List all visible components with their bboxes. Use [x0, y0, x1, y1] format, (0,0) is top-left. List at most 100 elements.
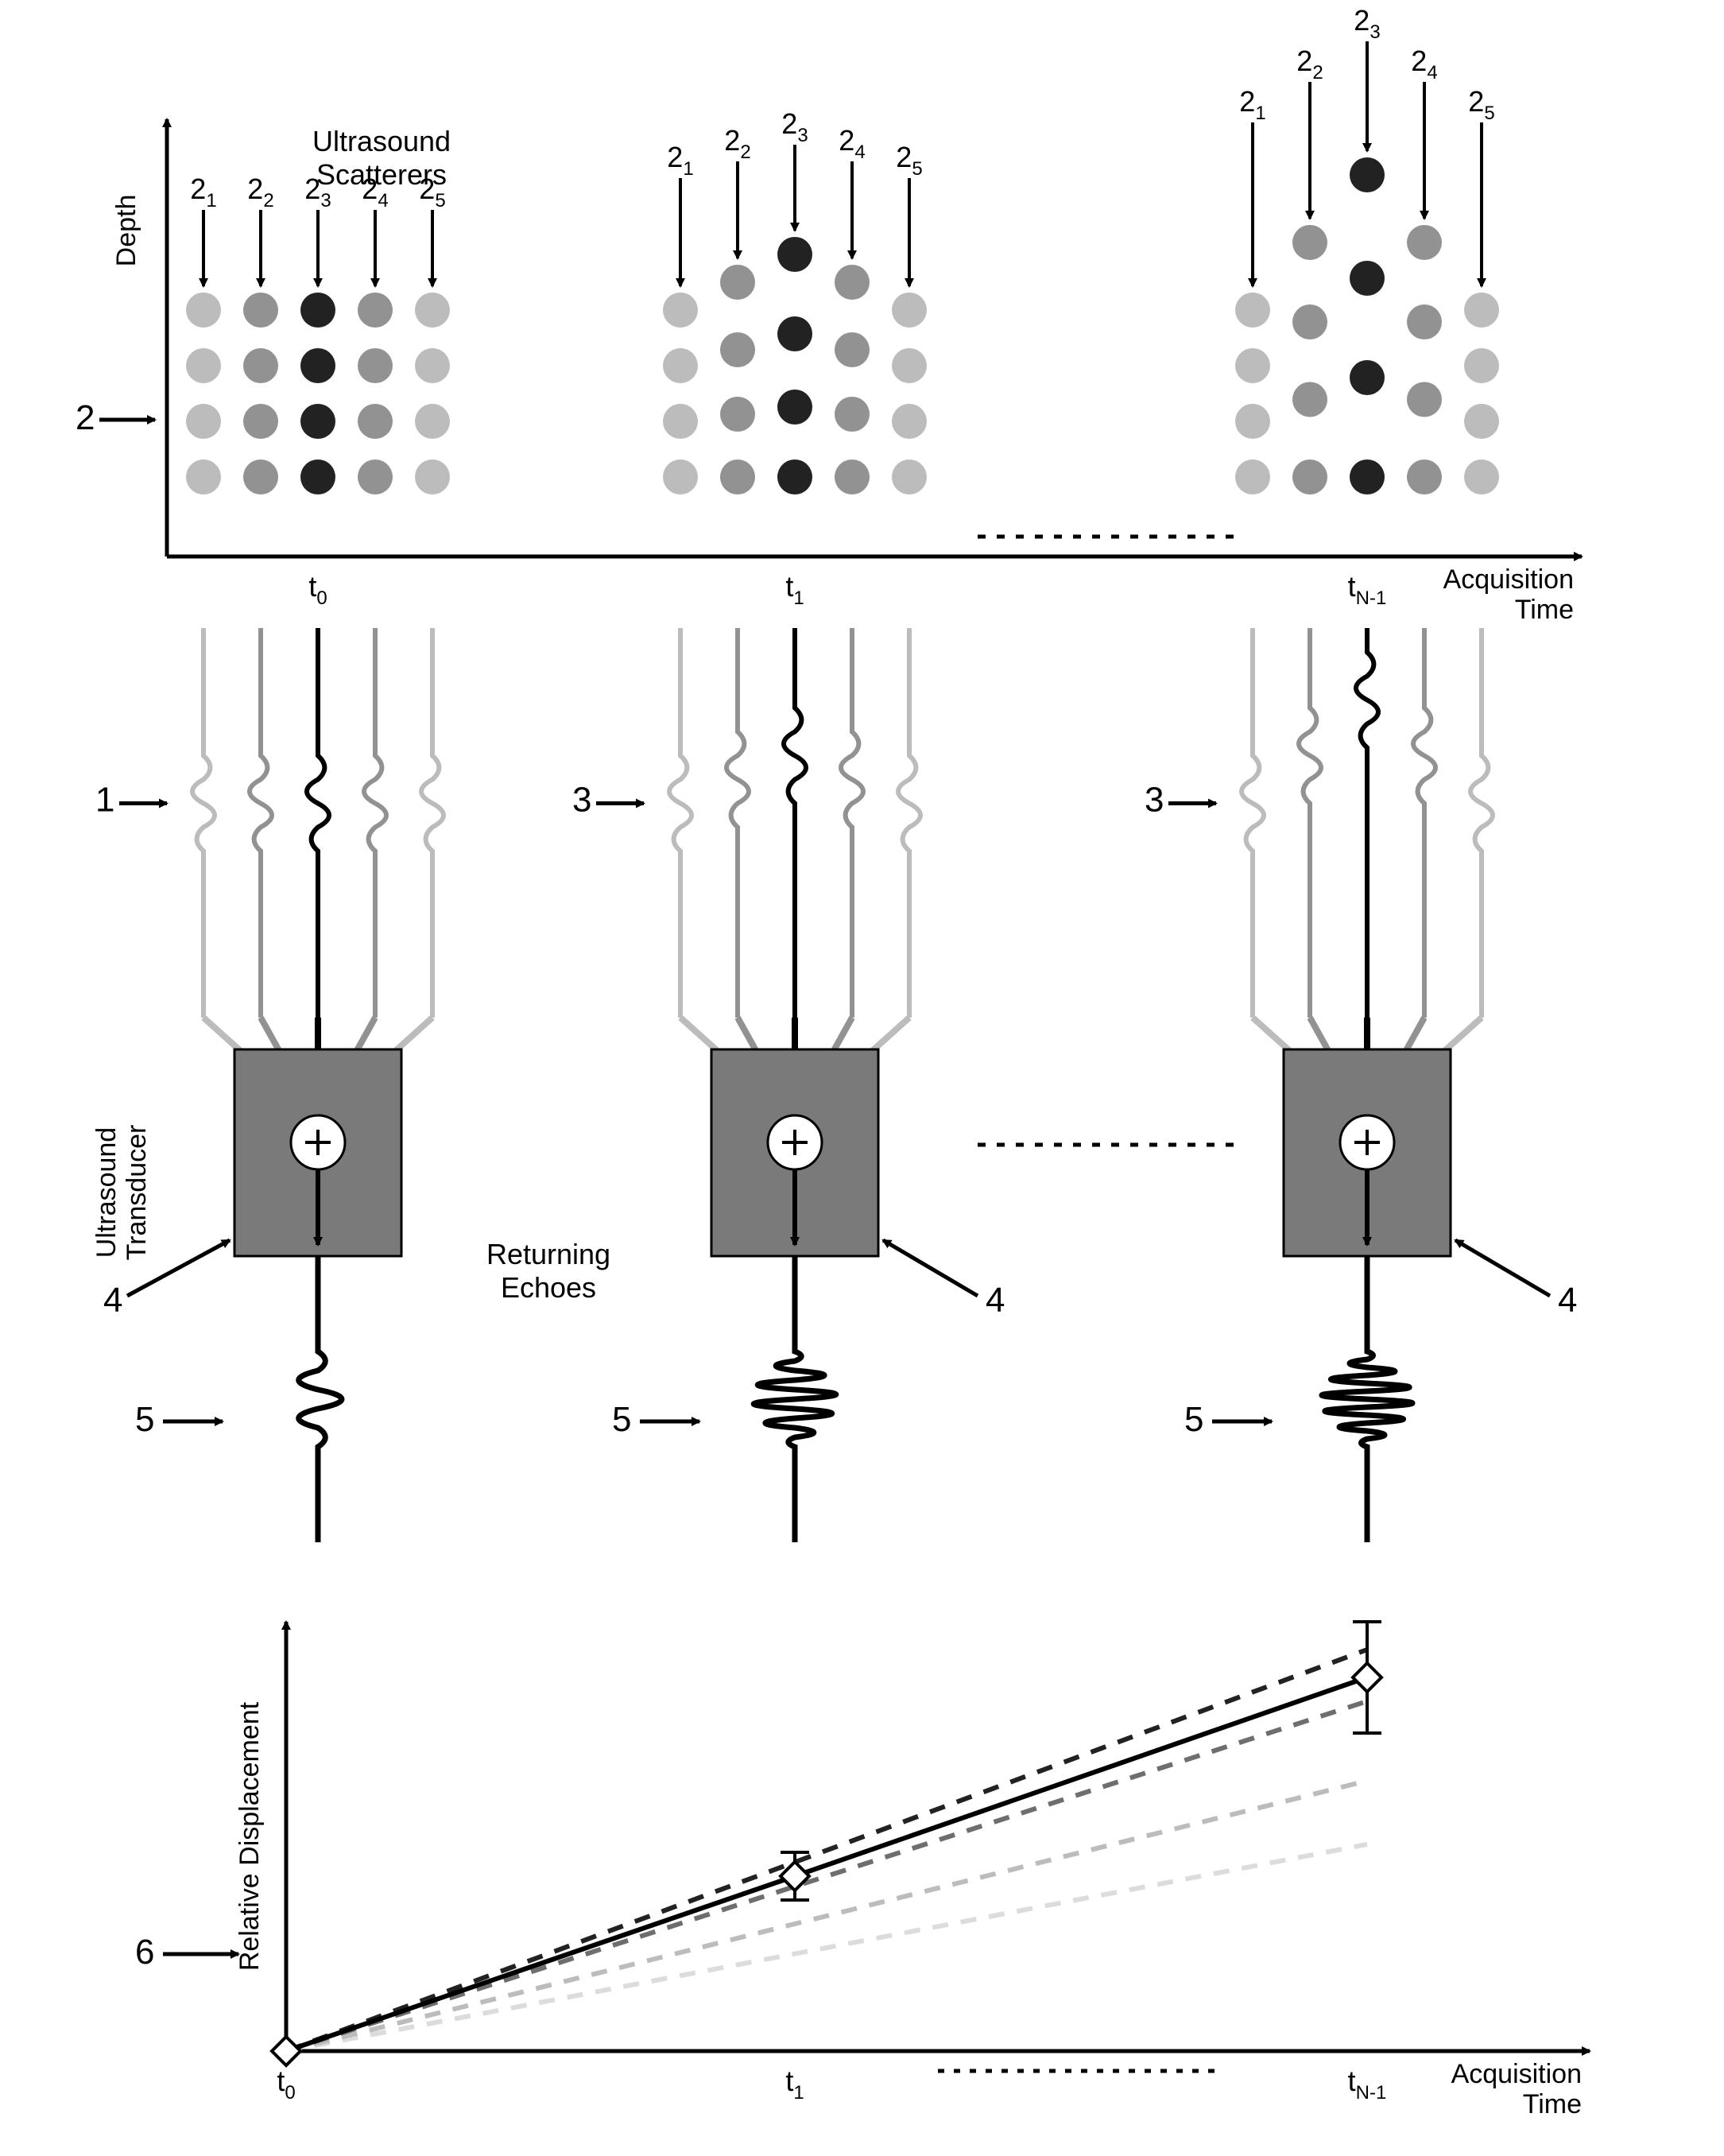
svg-text:t1: t1: [785, 2065, 804, 2104]
svg-text:t1: t1: [785, 570, 804, 609]
scatterer-dot: [1235, 404, 1270, 439]
transducer-pointer-label: 4: [986, 1281, 1005, 1320]
echo-trace: [250, 628, 272, 1018]
dashed-trace-1: [286, 1781, 1367, 2051]
col-label: 23: [1354, 4, 1380, 43]
six-label: 6: [135, 1933, 154, 1972]
dashed-trace-3: [286, 1650, 1367, 2051]
col-label: 24: [839, 124, 865, 163]
scatterer-dot: [720, 397, 755, 432]
scatterer-dot: [892, 293, 927, 328]
svg-text:21: 21: [1239, 85, 1265, 124]
dashed-trace-0: [286, 1844, 1367, 2051]
scatterer-dot: [186, 460, 221, 494]
svg-text:t0: t0: [308, 570, 327, 609]
echo-trace: [1242, 628, 1264, 1018]
scatterer-dot: [1292, 382, 1327, 417]
scatterer-dot: [663, 348, 698, 383]
scatterer-dot: [243, 460, 278, 494]
echo-group-1: 3 4 5: [572, 628, 1005, 1542]
transducer-pointer-label: 4: [1558, 1281, 1577, 1320]
scatterer-dot: [243, 404, 278, 439]
scatterer-dot: [300, 348, 335, 383]
svg-text:25: 25: [1468, 85, 1494, 124]
scatterer-dot: [1464, 460, 1499, 494]
echo-trace: [841, 628, 863, 1018]
scatterer-dot: [1464, 404, 1499, 439]
echo-trace: [1356, 628, 1378, 1018]
scatterer-dot: [1235, 348, 1270, 383]
mean-trace: [286, 1677, 1367, 2051]
scatterer-dot: [1350, 261, 1385, 296]
acq-time-label-2: AcquisitionTime: [1451, 2059, 1582, 2119]
col-label: 25: [896, 141, 922, 180]
echo-trace: [421, 628, 444, 1018]
echo-trace: [1470, 628, 1493, 1018]
echo-trace: [669, 628, 692, 1018]
scatterer-group-0: 2122232425t0: [186, 173, 450, 609]
scatterer-dot: [892, 348, 927, 383]
time-tick: t1: [785, 570, 804, 609]
scatterer-dot: [1407, 460, 1442, 494]
acq-time-label: AcquisitionTime: [1443, 564, 1574, 625]
scatterer-group-2: 2122232425tN-1: [1235, 4, 1499, 609]
col-label: 21: [1239, 85, 1265, 124]
echo-trace: [1413, 628, 1435, 1018]
scatterer-dot: [1235, 293, 1270, 328]
returning-echoes-label: ReturningEchoes: [486, 1238, 610, 1304]
col-label: 22: [247, 173, 273, 211]
echo-group-2: 345: [1145, 628, 1577, 1542]
scatterer-dot: [186, 404, 221, 439]
svg-text:22: 22: [1296, 45, 1323, 83]
scatterer-dot: [1235, 460, 1270, 494]
scatterer-dot: [358, 460, 393, 494]
scatterer-dot: [358, 293, 393, 328]
scatterer-dot: [835, 397, 870, 432]
echo-trace: [1299, 628, 1321, 1018]
output-pointer-label: 5: [612, 1400, 631, 1439]
scatterer-dot: [663, 293, 698, 328]
scatterer-dot: [415, 404, 450, 439]
svg-text:tN-1: tN-1: [1348, 2065, 1387, 2104]
time-tick-2: t0: [277, 2065, 295, 2104]
summed-echo: [1322, 1256, 1412, 1542]
ultrasound-transducer-label: UltrasoundTransducer: [91, 1125, 152, 1261]
scatterer-dot: [777, 237, 812, 272]
svg-text:22: 22: [247, 173, 273, 211]
svg-text:23: 23: [781, 107, 808, 146]
trace-pointer-label: 3: [1145, 781, 1164, 820]
dashed-trace-2: [286, 1701, 1367, 2051]
scatterer-dot: [1407, 225, 1442, 260]
scatterer-dot: [777, 390, 812, 425]
transducer-pointer-arrow: [883, 1240, 978, 1296]
summed-echo: [754, 1256, 836, 1542]
echo-trace: [192, 628, 215, 1018]
svg-text:t0: t0: [277, 2065, 295, 2104]
scatterer-dot: [1407, 382, 1442, 417]
scatterer-group-1: 21 22 23 24 25 t1: [663, 107, 927, 609]
summed-echo: [299, 1256, 342, 1542]
scatterer-dot: [186, 293, 221, 328]
scatterer-dot: [663, 460, 698, 494]
scatterer-dot: [835, 265, 870, 300]
scatterer-dot: [1407, 304, 1442, 339]
scatterer-dot: [1292, 304, 1327, 339]
scatterer-dot: [720, 265, 755, 300]
mean-marker: [272, 2037, 300, 2065]
trace-pointer-label: 1: [95, 781, 114, 820]
svg-text:24: 24: [839, 124, 865, 163]
top-panel: DepthAcquisitionTimeUltrasoundScatterers…: [76, 4, 1582, 625]
scatterer-dot: [892, 404, 927, 439]
svg-text:21: 21: [667, 141, 693, 180]
scatterer-dot: [835, 460, 870, 494]
transducer-pointer-arrow: [1455, 1240, 1550, 1296]
mean-marker: [1353, 1663, 1381, 1692]
mean-marker: [781, 1862, 809, 1890]
scatterer-dot: [358, 348, 393, 383]
trace-pointer-label: 3: [572, 781, 591, 820]
time-tick-2: t1: [785, 2065, 804, 2104]
col-label: 21: [190, 173, 216, 211]
scatterer-dot: [243, 293, 278, 328]
echo-trace: [307, 628, 329, 1018]
svg-text:22: 22: [724, 124, 750, 163]
